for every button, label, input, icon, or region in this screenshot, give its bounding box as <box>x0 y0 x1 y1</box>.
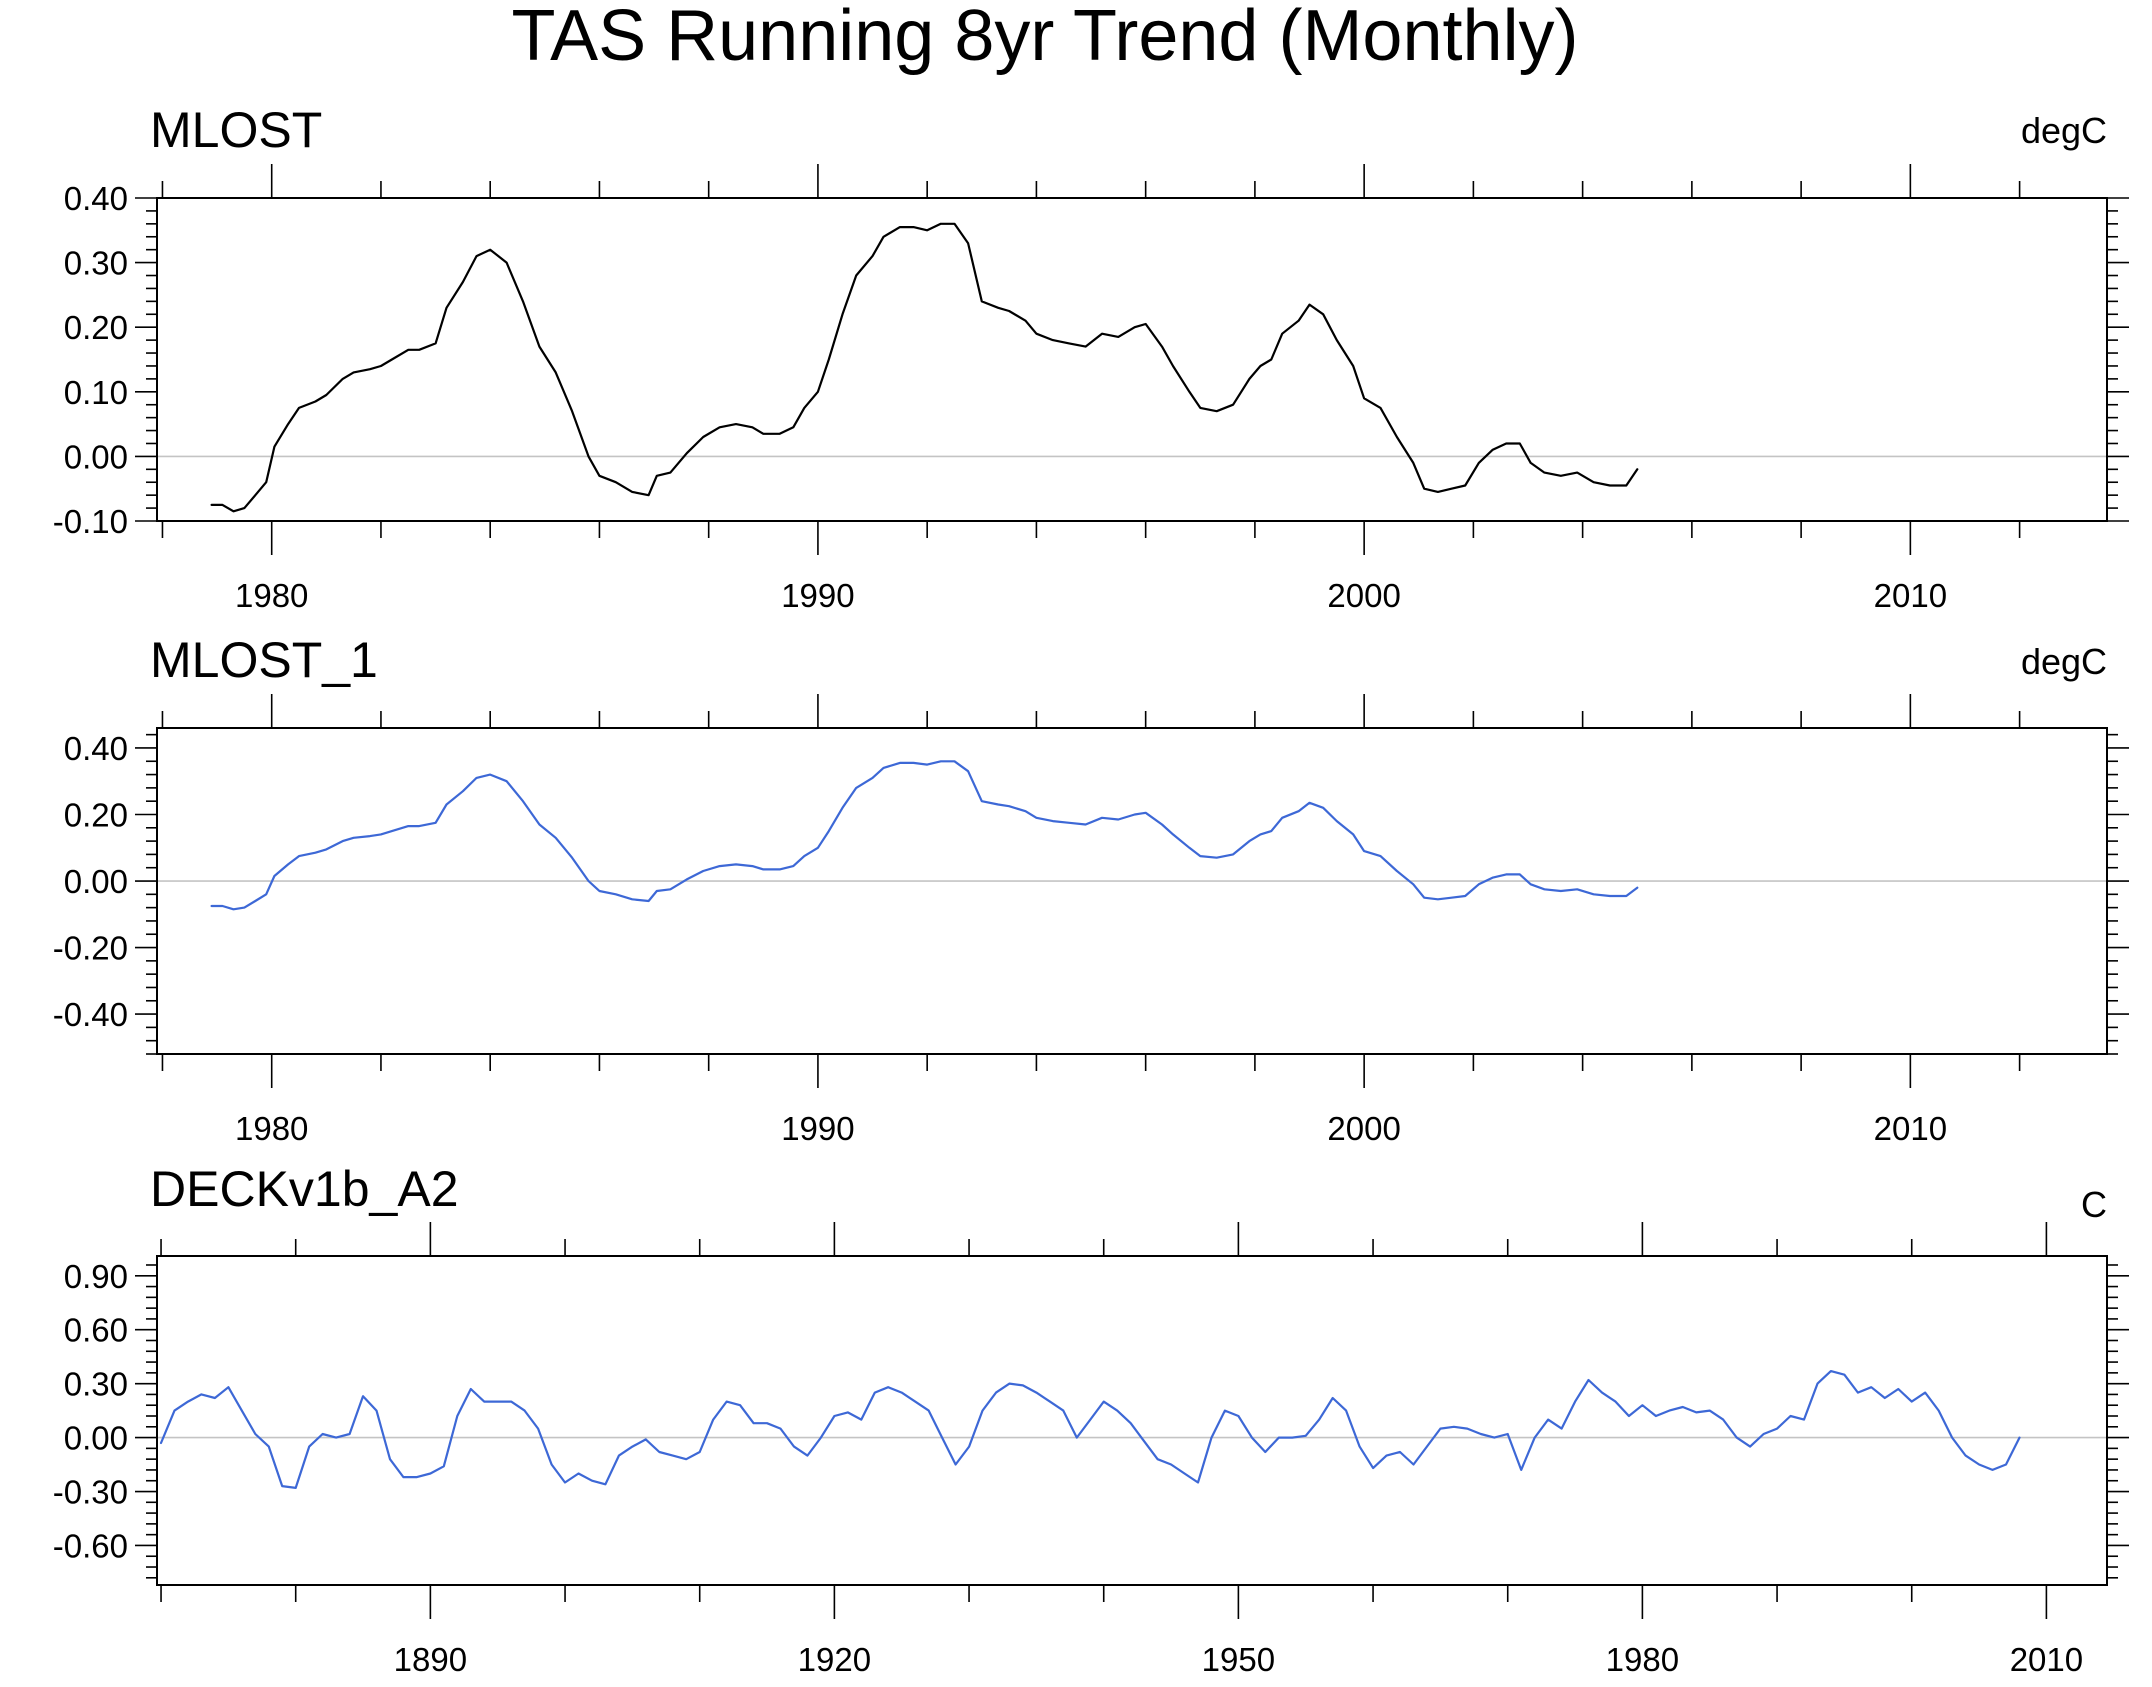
units-label-mlost: degC <box>2021 110 2107 151</box>
units-label-mlost-1: degC <box>2021 641 2107 682</box>
x-tick-label: 2010 <box>2010 1641 2083 1678</box>
y-tick-label: 0.20 <box>64 796 128 833</box>
series-line <box>159 1370 2021 1489</box>
y-tick-label: 0.40 <box>64 730 128 767</box>
plot-frame <box>156 727 2108 1055</box>
panel-title-mlost-1: MLOST_1 <box>150 632 378 688</box>
plot-frame <box>156 197 2108 522</box>
y-tick-label: -0.30 <box>53 1474 128 1511</box>
y-tick-label: 0.60 <box>64 1312 128 1349</box>
plot-area-mlost-1: -0.40 -0.20 0.00 0.20 0.40 1980 1990 2000 2010 <box>53 694 2129 1147</box>
y-tick-label: 0.00 <box>64 438 128 475</box>
y-tick-label: -0.10 <box>53 503 128 540</box>
x-tick-label: 1990 <box>781 577 854 614</box>
series-line <box>210 760 1639 911</box>
x-tick-label: 1980 <box>235 1110 308 1147</box>
panel-title-deckv1b-a2: DECKv1b_A2 <box>150 1161 459 1217</box>
y-tick-label: 0.30 <box>64 245 128 282</box>
x-tick-label: 1920 <box>798 1641 871 1678</box>
plot-area-mlost: -0.10 0.00 0.10 0.20 0.30 0.40 1980 1990 2000 201… <box>53 164 2129 614</box>
x-tick-label: 1950 <box>1202 1641 1275 1678</box>
x-tick-label: 1980 <box>1606 1641 1679 1678</box>
y-tick-label: 0.30 <box>64 1366 128 1403</box>
x-tick-label: 1980 <box>235 577 308 614</box>
x-tick-label: 2010 <box>1874 1110 1947 1147</box>
x-tick-label: 2000 <box>1327 577 1400 614</box>
y-tick-label: -0.60 <box>53 1527 128 1564</box>
x-tick-label: 1890 <box>394 1641 467 1678</box>
y-tick-label: 0.10 <box>64 374 128 411</box>
y-tick-label: 0.90 <box>64 1258 128 1295</box>
y-tick-label: 0.40 <box>64 180 128 217</box>
y-tick-label: 0.20 <box>64 309 128 346</box>
x-tick-label: 1990 <box>781 1110 854 1147</box>
panel-mlost-1: MLOST_1 degC -0.40 -0.20 0.00 0.20 0.40 1980 1… <box>53 632 2129 1147</box>
plot-frame <box>156 1255 2108 1586</box>
y-tick-label: -0.20 <box>53 930 128 967</box>
panel-deckv1b-a2: DECKv1b_A2 C -0.60 -0.30 0.00 0.30 0.60 0.90 1… <box>53 1161 2129 1678</box>
series-line <box>210 222 1639 513</box>
units-label-deckv1b-a2: C <box>2081 1184 2107 1225</box>
panel-title-mlost: MLOST <box>150 102 322 158</box>
y-tick-label: 0.00 <box>64 1420 128 1457</box>
figure-title: TAS Running 8yr Trend (Monthly) <box>511 0 1578 76</box>
y-tick-label: 0.00 <box>64 863 128 900</box>
x-tick-label: 2010 <box>1874 577 1947 614</box>
panel-mlost: MLOST degC -0.10 0.00 0.10 0.20 0.30 0.40 1980… <box>53 102 2129 614</box>
plot-area-deckv1b-a2: -0.60 -0.30 0.00 0.30 0.60 0.90 1890 1920 1950 19… <box>53 1222 2129 1678</box>
x-tick-label: 2000 <box>1327 1110 1400 1147</box>
y-tick-label: -0.40 <box>53 996 128 1033</box>
